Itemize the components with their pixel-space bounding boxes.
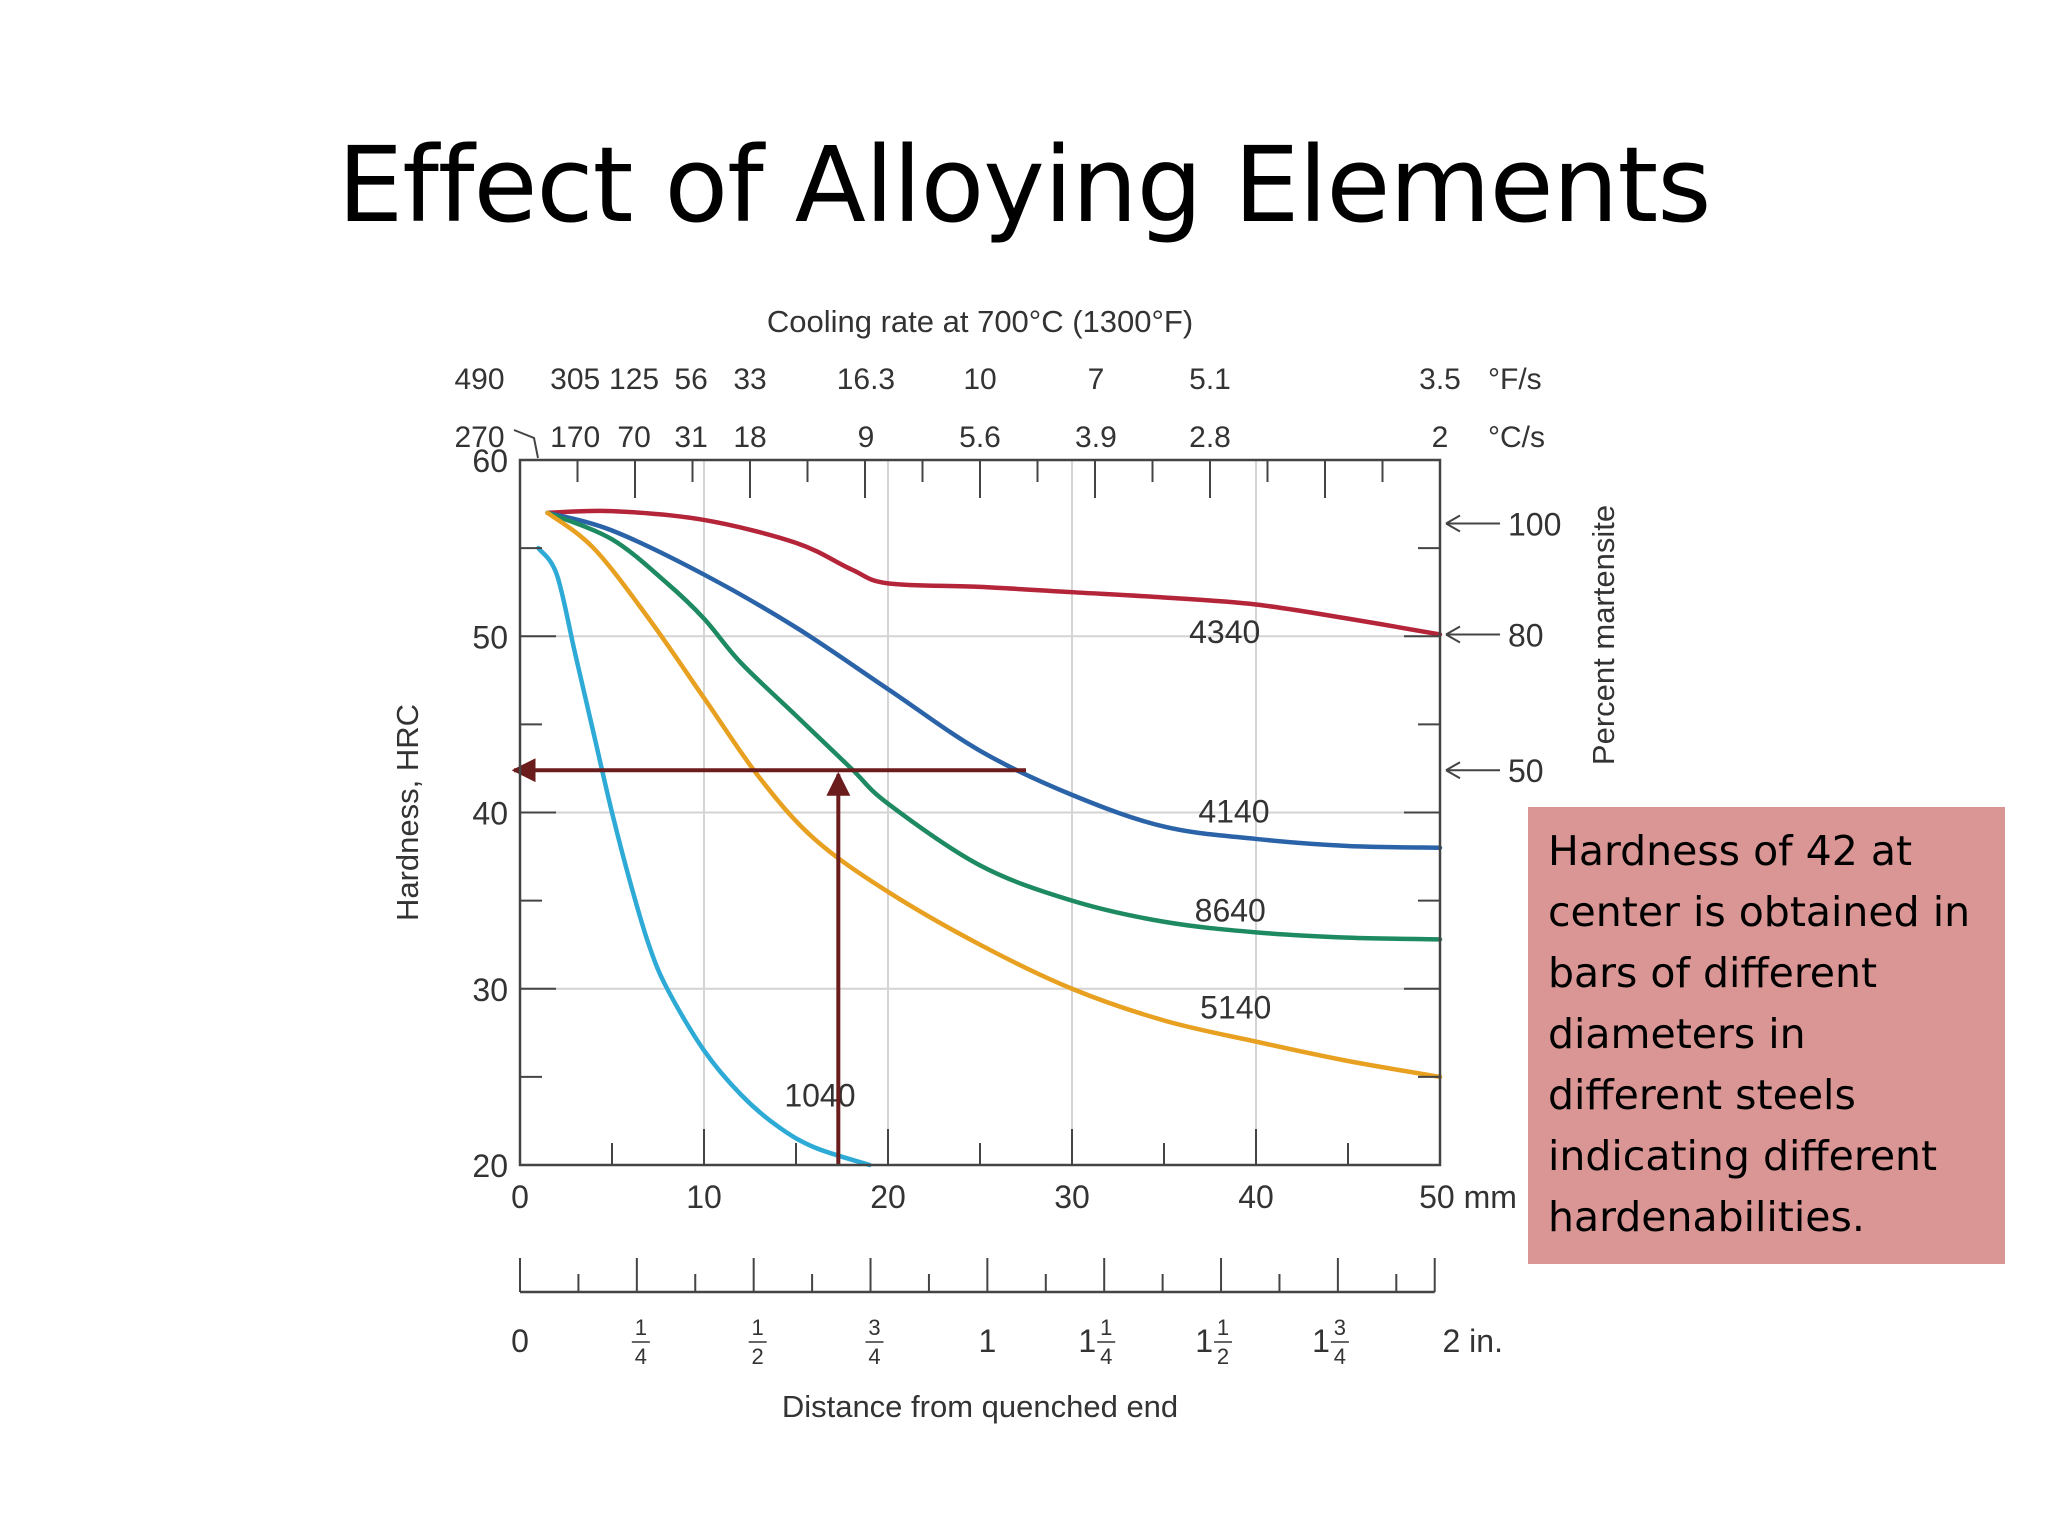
cooling-rate-leader: [513, 429, 539, 459]
martensite-arrowhead: [1445, 514, 1461, 533]
martensite-label: 100: [1508, 506, 1561, 542]
y-tick-label: 40: [472, 796, 508, 832]
chart-grid: [520, 460, 1440, 1165]
x-tick-label: 10: [686, 1179, 722, 1215]
inch-tick-numerator: 1: [1100, 1315, 1112, 1340]
series-label-4340: 4340: [1189, 614, 1260, 650]
inch-tick-denominator: 4: [1100, 1344, 1112, 1369]
x-tick-label: 40: [1238, 1179, 1274, 1215]
y-tick-label: 60: [472, 443, 508, 479]
annotation-group: [511, 758, 1026, 1165]
cooling-rate-c-label: 70: [617, 421, 650, 454]
martensite-label: 50: [1508, 753, 1544, 789]
callout-box: Hardness of 42 at center is obtained in …: [1528, 807, 2005, 1264]
y-tick-label: 30: [472, 972, 508, 1008]
martensite-label: 80: [1508, 617, 1544, 653]
inch-tick-denominator: 2: [1217, 1344, 1229, 1369]
cooling-rate-f-label: 56: [674, 363, 707, 396]
martensite-arrowhead: [1445, 761, 1461, 780]
chart-title: Cooling rate at 700°C (1300°F): [767, 304, 1193, 339]
inch-tick-label: 2 in.: [1442, 1323, 1502, 1359]
cooling-rate-f-label: 305: [550, 363, 600, 396]
x-axis-label: Distance from quenched end: [782, 1389, 1178, 1424]
inch-tick-denominator: 4: [1334, 1344, 1346, 1369]
x-tick-label: 20: [870, 1179, 906, 1215]
cooling-rate-c-label: 2.8: [1189, 421, 1231, 454]
cooling-rate-c-label: 2: [1432, 421, 1449, 454]
cooling-rate-c-label: 5.6: [959, 421, 1001, 454]
series-line-4340: [545, 508, 1443, 637]
y2-axis-label: Percent martensite: [1586, 505, 1621, 765]
inch-tick-numerator: 1: [1217, 1315, 1229, 1340]
cooling-rate-c-label: 31: [674, 421, 707, 454]
inch-tick-numerator: 3: [868, 1315, 880, 1340]
inch-tick-whole: 1: [1078, 1323, 1096, 1359]
cooling-rate-c-label: 270: [454, 421, 504, 454]
inch-tick-whole: 1: [1312, 1323, 1330, 1359]
cooling-rate-f-label: 5.1: [1189, 363, 1231, 396]
series-label-5140: 5140: [1200, 989, 1271, 1025]
series-label-4140: 4140: [1198, 794, 1269, 830]
inch-tick-label: 0: [511, 1323, 529, 1359]
inch-tick-numerator: 1: [635, 1315, 647, 1340]
series-line-8640: [545, 510, 1443, 942]
inch-tick-whole: 1: [1195, 1323, 1213, 1359]
cooling-rate-c-label: 3.9: [1075, 421, 1117, 454]
slide-title: Effect of Alloying Elements: [337, 124, 1712, 246]
cooling-rate-f-label: 125: [609, 363, 659, 396]
cooling-rate-f-label: 490: [454, 363, 504, 396]
martensite-arrowhead: [1445, 625, 1461, 644]
inch-tick-numerator: 3: [1334, 1315, 1346, 1340]
y-tick-label: 20: [472, 1148, 508, 1184]
x-tick-label: 30: [1054, 1179, 1090, 1215]
y-tick-label: 50: [472, 619, 508, 655]
series-line-1040: [536, 545, 872, 1168]
cooling-rate-f-label: 16.3: [837, 363, 895, 396]
chart-series-group: 4340 4140 8640 5140 1040: [536, 508, 1443, 1168]
inch-tick-denominator: 4: [635, 1344, 647, 1369]
series-line-5140: [545, 510, 1443, 1080]
series-line-4140: [545, 510, 1443, 850]
series-label-8640: 8640: [1195, 892, 1266, 928]
inch-tick-label: 1: [978, 1323, 996, 1359]
cooling-rate-c-label: 170: [550, 421, 600, 454]
cooling-rate-f-label: 7: [1088, 363, 1105, 396]
cooling-rate-f-label: 33: [733, 363, 766, 396]
y-axis-label: Hardness, HRC: [390, 704, 425, 921]
inch-tick-numerator: 1: [752, 1315, 764, 1340]
inch-tick-denominator: 2: [752, 1344, 764, 1369]
cooling-rate-c-unit: °C/s: [1488, 421, 1545, 454]
cooling-rate-f-unit: °F/s: [1488, 363, 1542, 396]
cooling-rate-f-label: 10: [963, 363, 996, 396]
cooling-rate-c-label: 18: [733, 421, 766, 454]
cooling-rate-f-label: 3.5: [1419, 363, 1461, 396]
x-tick-label: 0: [511, 1179, 529, 1215]
series-label-1040: 1040: [784, 1078, 855, 1114]
inch-tick-denominator: 4: [868, 1344, 880, 1369]
x-tick-label: 50 mm: [1419, 1179, 1517, 1215]
cooling-rate-c-label: 9: [858, 421, 875, 454]
